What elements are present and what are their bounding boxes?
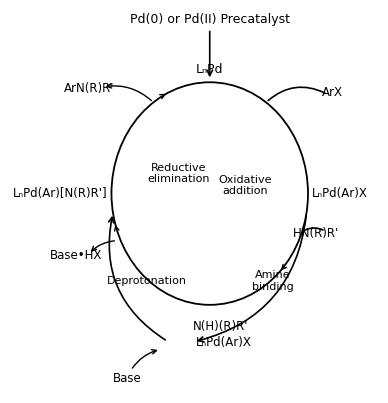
Text: Deprotonation: Deprotonation (107, 276, 187, 286)
Text: HN(R)R': HN(R)R' (293, 227, 340, 240)
Text: ArX: ArX (322, 86, 343, 99)
Text: Oxidative
addition: Oxidative addition (218, 175, 272, 196)
Text: ArN(R)R': ArN(R)R' (64, 82, 114, 95)
Text: LₙPd(Ar)X: LₙPd(Ar)X (312, 187, 367, 200)
Text: Base•HX: Base•HX (50, 249, 102, 262)
Text: N(H)(R)R': N(H)(R)R' (192, 320, 248, 333)
Text: LₙPd(Ar)[N(R)R']: LₙPd(Ar)[N(R)R'] (13, 187, 108, 200)
Text: LₙPd(Ar)X: LₙPd(Ar)X (196, 336, 252, 349)
Text: Pd(0) or Pd(II) Precatalyst: Pd(0) or Pd(II) Precatalyst (130, 13, 290, 26)
Text: Amine
binding: Amine binding (252, 270, 294, 292)
Text: LₙPd: LₙPd (196, 63, 223, 76)
Text: Reductive
elimination: Reductive elimination (147, 163, 210, 185)
Text: Base: Base (113, 372, 142, 385)
